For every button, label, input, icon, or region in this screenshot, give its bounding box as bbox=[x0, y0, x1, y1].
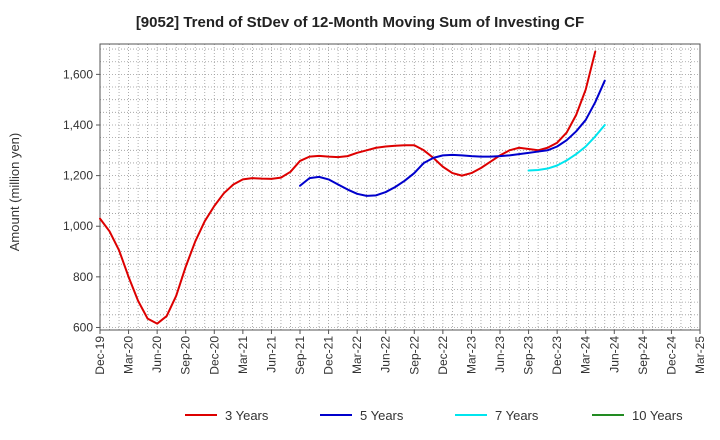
y-tick-label: 800 bbox=[73, 270, 93, 284]
x-tick-label: Sep-24 bbox=[636, 336, 650, 375]
x-tick-label: Jun-24 bbox=[607, 336, 621, 373]
series-line-7-years bbox=[527, 123, 606, 172]
grid bbox=[100, 44, 700, 330]
x-tick-label: Jun-21 bbox=[264, 336, 278, 373]
x-tick-label: Dec-23 bbox=[550, 336, 564, 375]
x-tick-label: Jun-23 bbox=[493, 336, 507, 373]
x-tick-label: Mar-24 bbox=[579, 336, 593, 374]
x-tick-label: Mar-22 bbox=[350, 336, 364, 374]
x-tick-label: Dec-22 bbox=[436, 336, 450, 375]
x-tick-label: Jun-22 bbox=[379, 336, 393, 373]
x-tick-label: Dec-24 bbox=[664, 336, 678, 375]
plot-frame bbox=[99, 43, 701, 331]
x-tick-label: Jun-20 bbox=[150, 336, 164, 373]
x-tick-label: Sep-20 bbox=[179, 336, 193, 375]
series-line-5-years bbox=[299, 79, 606, 197]
legend-label-3-years: 3 Years bbox=[225, 408, 269, 423]
x-tick-label: Mar-20 bbox=[122, 336, 136, 374]
y-axis-label: Amount (million yen) bbox=[7, 133, 22, 252]
legend: 3 Years 5 Years 7 Years 10 Years bbox=[185, 408, 683, 423]
x-tick-label: Mar-25 bbox=[693, 336, 707, 374]
series-group bbox=[99, 50, 606, 325]
y-tick-label: 600 bbox=[73, 320, 93, 334]
x-tick-label: Sep-21 bbox=[293, 336, 307, 375]
legend-label-7-years: 7 Years bbox=[495, 408, 539, 423]
y-tick-label: 1,200 bbox=[63, 169, 93, 183]
y-tick-label: 1,000 bbox=[63, 219, 93, 233]
x-tick-label: Mar-21 bbox=[236, 336, 250, 374]
x-tick-label: Dec-20 bbox=[207, 336, 221, 375]
legend-label-5-years: 5 Years bbox=[360, 408, 404, 423]
y-tick-label: 1,400 bbox=[63, 118, 93, 132]
x-tick-label: Dec-21 bbox=[322, 336, 336, 375]
x-tick-label: Mar-23 bbox=[464, 336, 478, 374]
chart-title: [9052] Trend of StDev of 12-Month Moving… bbox=[136, 14, 584, 31]
x-tick-labels: Dec-19 Mar-20 Jun-20 Sep-20 Dec-20 Mar-21 Jun-… bbox=[93, 330, 707, 375]
x-tick-label: Dec-19 bbox=[93, 336, 107, 375]
series-line-3-years bbox=[99, 50, 597, 325]
y-tick-label: 1,600 bbox=[63, 67, 93, 81]
x-tick-label: Sep-23 bbox=[522, 336, 536, 375]
legend-label-10-years: 10 Years bbox=[632, 408, 683, 423]
x-tick-label: Sep-22 bbox=[407, 336, 421, 375]
y-tick-labels: 600 800 1,000 1,200 1,400 1,600 bbox=[63, 67, 100, 334]
